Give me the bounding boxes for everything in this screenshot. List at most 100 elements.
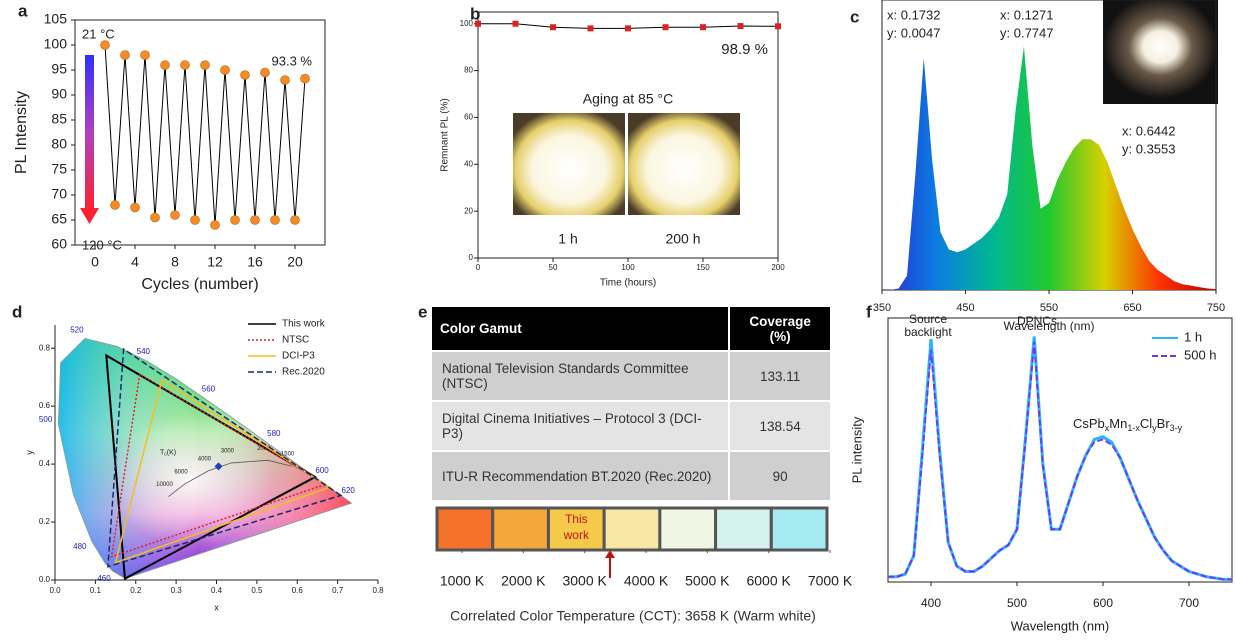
legend-label: 1 h (1184, 329, 1202, 344)
x-tick-label: 4 (131, 254, 139, 270)
table-row: National Television Standards Committee … (432, 350, 830, 401)
annotation: 98.9 % (721, 41, 768, 58)
cct-label: 4000 (198, 456, 212, 462)
y-tick-label: 80 (464, 66, 473, 75)
x-tick-label: 600 (1093, 596, 1113, 610)
photo-1h (513, 113, 625, 215)
marker (140, 50, 150, 60)
legend-label: NTSC (282, 335, 309, 346)
cct-box (546, 506, 606, 552)
marker (587, 25, 594, 32)
marker (150, 212, 160, 223)
cct-tick-label: 5000 K (685, 573, 730, 589)
y-tick-label: 60 (464, 113, 473, 122)
marker (775, 23, 781, 30)
y-tick-label: 75 (51, 161, 67, 177)
header-cell: Color Gamut (432, 307, 730, 351)
wavelength-label: 600 (315, 466, 329, 475)
legend-label: Rec.2020 (282, 367, 325, 378)
x-tick-label: 12 (207, 254, 223, 270)
table-header: Color Gamut Coverage (%) (432, 307, 830, 351)
marker (280, 75, 290, 85)
y-tick-label: 100 (460, 19, 474, 28)
table-row: Digital Cinema Initiatives – Protocol 3 … (432, 400, 830, 451)
marker (260, 67, 270, 78)
marker (550, 24, 556, 31)
formula-part: CsPb (1073, 416, 1105, 431)
x-tick-label: 500 (1007, 596, 1027, 610)
marker (190, 215, 200, 225)
formula-part: x (1105, 423, 1110, 433)
cct-title-part: c (164, 452, 167, 458)
marker (120, 50, 130, 60)
legend-label: 500 h (1184, 347, 1217, 362)
cct-tick-label: 7000 K (808, 573, 853, 589)
highlight-label: work (563, 528, 590, 542)
marker (300, 73, 310, 84)
x-tick-label: 0.3 (171, 586, 183, 595)
cct-label: 3000 (221, 449, 235, 455)
x-tick-label: 150 (696, 263, 710, 272)
panel-label: d (12, 302, 22, 321)
marker (240, 70, 250, 80)
formula-part: y (1152, 423, 1157, 433)
marker (475, 20, 481, 27)
marker (230, 215, 240, 225)
wavelength-label: 620 (342, 486, 356, 495)
x-tick-label: 0 (91, 254, 99, 270)
y-tick-label: 0.0 (39, 575, 51, 584)
y-tick-label: 0.8 (39, 343, 51, 352)
x-tick-label: 16 (247, 254, 263, 270)
cct-caption: Correlated Color Temperature (CCT): 3658… (450, 608, 816, 624)
formula-part: 3-y (1170, 423, 1183, 433)
wavelength-label: 540 (137, 347, 151, 356)
annotation: 93.3 % (272, 53, 313, 68)
lamp-photo (1103, 0, 1218, 104)
y-axis-label: Remnant PL (%) (440, 98, 451, 172)
y-tick-label: 90 (51, 86, 67, 102)
cell: Digital Cinema Initiatives – Protocol 3 … (432, 400, 730, 451)
cie-fill (58, 338, 352, 579)
x-tick-label: 0.7 (332, 586, 344, 595)
cct-label: 10000 (156, 482, 173, 488)
formula-part: 1-x (1127, 423, 1140, 433)
y-tick-label: 0.2 (39, 517, 51, 526)
header-cell: Coverage (%) (728, 307, 830, 351)
marker (662, 24, 669, 31)
x-tick-label: 550 (1040, 302, 1058, 314)
annotation: y: 0.0047 (887, 25, 941, 40)
x-tick-label: 650 (1123, 302, 1141, 314)
wavelength-label: 520 (70, 325, 84, 334)
x-axis-label: Wavelength (nm) (1004, 319, 1095, 333)
x-tick-label: 0 (476, 263, 481, 272)
annotation: 1 h (558, 231, 577, 247)
marker (270, 215, 280, 225)
annotation: x: 0.1732 (887, 7, 941, 22)
formula-part: Cl (1140, 416, 1152, 431)
y-tick-label: 40 (464, 159, 473, 168)
x-tick-label: 450 (956, 302, 974, 314)
arrow-head (80, 208, 99, 224)
annotation: x: 0.6442 (1122, 123, 1176, 138)
panel-label: c (850, 7, 859, 26)
marker (700, 24, 706, 31)
y-tick-label: 0 (469, 253, 474, 262)
marker (160, 60, 170, 70)
cct-box (769, 506, 829, 552)
cell: ITU-R Recommendation BT.2020 (Rec.2020) (432, 450, 730, 500)
cct-arrow-head (605, 550, 615, 558)
y-tick-label: 65 (51, 211, 67, 227)
cie-color (58, 338, 352, 579)
x-tick-label: 350 (873, 302, 891, 314)
gamut-triangle (107, 347, 343, 568)
gamut-table: Color Gamut Coverage (%) National Televi… (432, 307, 830, 500)
legend-label: This work (282, 319, 326, 330)
x-tick-label: 50 (549, 263, 558, 272)
cct-box (602, 506, 662, 552)
x-tick-label: 400 (921, 596, 941, 610)
annotation: y: 0.7747 (1000, 25, 1054, 40)
y-tick-label: 70 (51, 186, 67, 202)
legend-label: DCI-P3 (282, 351, 315, 362)
annotation: backlight (904, 325, 952, 339)
